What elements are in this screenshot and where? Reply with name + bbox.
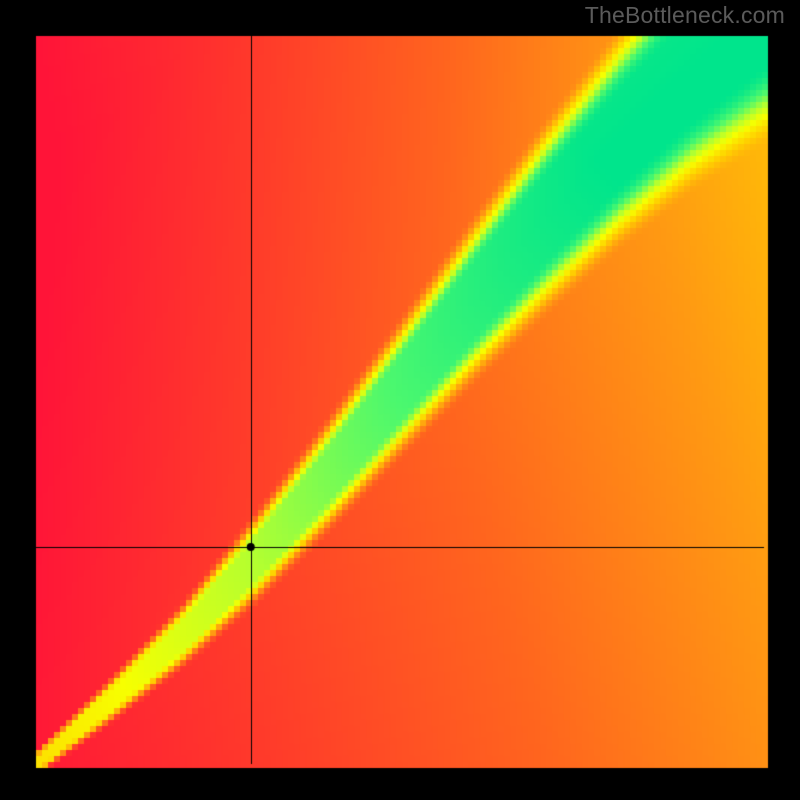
bottleneck-heatmap: [0, 0, 800, 800]
figure-container: TheBottleneck.com: [0, 0, 800, 800]
watermark-text: TheBottleneck.com: [585, 2, 785, 29]
